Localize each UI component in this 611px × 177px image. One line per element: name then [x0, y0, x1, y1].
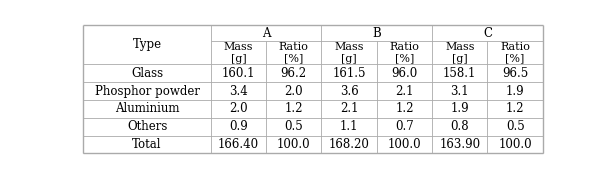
Text: 0.9: 0.9 [229, 120, 248, 133]
Text: Phosphor powder: Phosphor powder [95, 85, 200, 98]
Text: 1.2: 1.2 [395, 102, 414, 115]
Text: 1.9: 1.9 [450, 102, 469, 115]
Text: A: A [262, 27, 270, 40]
Text: 160.1: 160.1 [222, 67, 255, 80]
Text: Aluminium: Aluminium [115, 102, 180, 115]
Text: Mass
[g]: Mass [g] [445, 42, 475, 64]
Text: 1.9: 1.9 [506, 85, 524, 98]
Text: Glass: Glass [131, 67, 163, 80]
Text: 96.2: 96.2 [280, 67, 307, 80]
Text: 96.5: 96.5 [502, 67, 529, 80]
Text: 2.0: 2.0 [285, 85, 303, 98]
Text: Type: Type [133, 38, 162, 51]
Text: Mass
[g]: Mass [g] [224, 42, 253, 64]
Text: 1.1: 1.1 [340, 120, 359, 133]
Text: 161.5: 161.5 [332, 67, 366, 80]
Text: Total: Total [133, 138, 162, 151]
Text: 3.4: 3.4 [229, 85, 248, 98]
Text: 100.0: 100.0 [499, 138, 532, 151]
Text: 0.8: 0.8 [450, 120, 469, 133]
Text: 2.0: 2.0 [229, 102, 247, 115]
Text: 2.1: 2.1 [340, 102, 359, 115]
Text: C: C [483, 27, 492, 40]
Text: 100.0: 100.0 [277, 138, 310, 151]
Text: Ratio
[%]: Ratio [%] [500, 42, 530, 64]
Text: 1.2: 1.2 [506, 102, 524, 115]
Text: 0.7: 0.7 [395, 120, 414, 133]
Text: 3.6: 3.6 [340, 85, 359, 98]
Text: 163.90: 163.90 [439, 138, 480, 151]
Text: 1.2: 1.2 [285, 102, 303, 115]
Text: 0.5: 0.5 [506, 120, 524, 133]
Text: 0.5: 0.5 [284, 120, 303, 133]
Text: 2.1: 2.1 [395, 85, 414, 98]
Text: 3.1: 3.1 [450, 85, 469, 98]
Text: Others: Others [127, 120, 167, 133]
Text: 166.40: 166.40 [218, 138, 259, 151]
Text: B: B [372, 27, 381, 40]
Text: 96.0: 96.0 [391, 67, 417, 80]
Text: Ratio
[%]: Ratio [%] [389, 42, 419, 64]
Text: 100.0: 100.0 [387, 138, 421, 151]
Text: 168.20: 168.20 [329, 138, 370, 151]
Text: 158.1: 158.1 [443, 67, 477, 80]
Text: Ratio
[%]: Ratio [%] [279, 42, 309, 64]
Text: Mass
[g]: Mass [g] [334, 42, 364, 64]
